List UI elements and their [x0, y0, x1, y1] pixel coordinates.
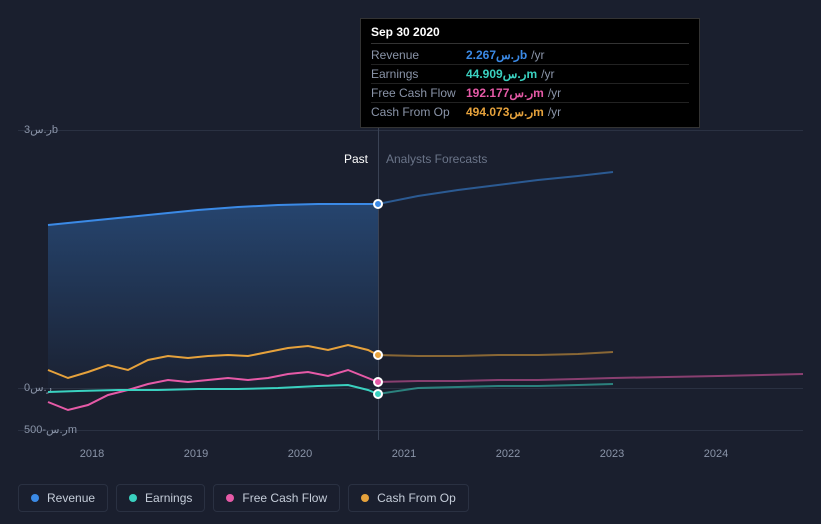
tooltip-label: Cash From Op — [371, 105, 466, 119]
x-axis-label: 2024 — [704, 448, 728, 460]
series-free_cash_flow-forecast[interactable] — [378, 374, 803, 382]
x-axis-label: 2018 — [80, 448, 104, 460]
legend-dot — [361, 494, 369, 502]
tooltip-row-cash-from-op: Cash From Op494.073ر.سm /yr — [371, 103, 689, 121]
tooltip-unit: /yr — [548, 105, 561, 119]
legend-dot — [31, 494, 39, 502]
legend-item-cash_from_op[interactable]: Cash From Op — [348, 484, 469, 512]
tooltip-row-free-cash-flow: Free Cash Flow192.177ر.سm /yr — [371, 84, 689, 103]
x-axis-label: 2021 — [392, 448, 416, 460]
legend-label: Earnings — [145, 491, 192, 505]
tooltip: Sep 30 2020 Revenue2.267ر.سb /yrEarnings… — [360, 18, 700, 128]
tooltip-unit: /yr — [548, 86, 561, 100]
legend-dot — [129, 494, 137, 502]
tooltip-unit: /yr — [531, 48, 544, 62]
hover-marker-cash_from_op — [373, 350, 383, 360]
tooltip-value: 192.177ر.سm — [466, 86, 544, 100]
tooltip-row-earnings: Earnings44.909ر.سm /yr — [371, 65, 689, 84]
x-axis-label: 2023 — [600, 448, 624, 460]
series-cash_from_op-forecast[interactable] — [378, 352, 613, 356]
legend-label: Free Cash Flow — [242, 491, 327, 505]
legend: Revenue Earnings Free Cash Flow Cash From O… — [18, 484, 469, 512]
tooltip-label: Free Cash Flow — [371, 86, 466, 100]
legend-item-revenue[interactable]: Revenue — [18, 484, 108, 512]
tooltip-label: Revenue — [371, 48, 466, 62]
x-axis-label: 2019 — [184, 448, 208, 460]
hover-marker-earnings — [373, 389, 383, 399]
legend-item-free_cash_flow[interactable]: Free Cash Flow — [213, 484, 340, 512]
tooltip-unit: /yr — [541, 67, 554, 81]
tooltip-row-revenue: Revenue2.267ر.سb /yr — [371, 46, 689, 65]
hover-marker-free_cash_flow — [373, 377, 383, 387]
hover-marker-revenue — [373, 199, 383, 209]
tooltip-value: 494.073ر.سm — [466, 105, 544, 119]
x-axis-label: 2022 — [496, 448, 520, 460]
legend-label: Cash From Op — [377, 491, 456, 505]
series-revenue-forecast[interactable] — [378, 172, 613, 204]
legend-dot — [226, 494, 234, 502]
tooltip-value: 44.909ر.سm — [466, 67, 537, 81]
series-earnings-forecast[interactable] — [378, 384, 613, 394]
revenue-area — [48, 204, 378, 388]
x-axis-label: 2020 — [288, 448, 312, 460]
tooltip-value: 2.267ر.سb — [466, 48, 527, 62]
legend-label: Revenue — [47, 491, 95, 505]
tooltip-date: Sep 30 2020 — [371, 25, 689, 44]
legend-item-earnings[interactable]: Earnings — [116, 484, 205, 512]
tooltip-label: Earnings — [371, 67, 466, 81]
